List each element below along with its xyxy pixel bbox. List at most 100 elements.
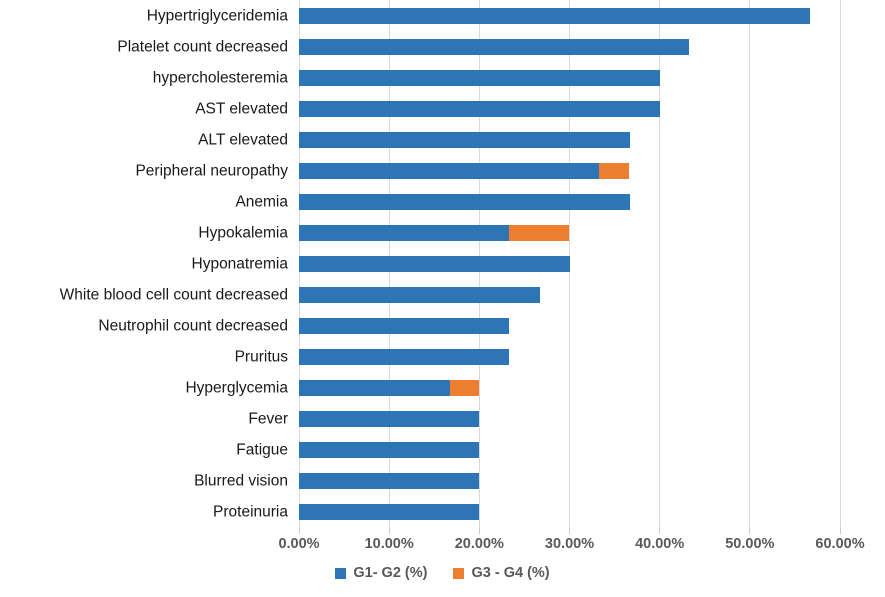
bar-track	[299, 379, 840, 396]
category-label: Peripheral neuropathy	[135, 161, 288, 179]
bar-track	[299, 348, 840, 365]
bar-row: Peripheral neuropathy	[0, 155, 885, 186]
x-axis-ticks	[298, 527, 841, 534]
axis-tick-label: 0.00%	[278, 536, 320, 552]
bar-segment-g1-g2	[299, 193, 630, 210]
bar-row: Neutrophil count decreased	[0, 310, 885, 341]
axis-tick	[839, 527, 841, 534]
category-label: Fatigue	[236, 440, 288, 458]
bar-segment-g1-g2	[299, 255, 570, 272]
category-label: Anemia	[235, 192, 288, 210]
category-label: Blurred vision	[194, 471, 288, 489]
axis-tick-label: 50.00%	[725, 536, 775, 552]
category-label: Neutrophil count decreased	[98, 316, 288, 334]
bar-segment-g1-g2	[299, 7, 811, 24]
bar-segment-g1-g2	[299, 286, 540, 303]
bar-row: Anemia	[0, 186, 885, 217]
bar-rows: Hypertriglyceridemia Platelet count decre…	[0, 0, 885, 527]
axis-tick	[749, 527, 751, 534]
bar-segment-g1-g2	[299, 131, 630, 148]
x-axis-labels: 0.00% 10.00% 20.00% 30.00% 40.00% 50.00% 60.00…	[278, 536, 864, 556]
bar-row: Fever	[0, 403, 885, 434]
legend-swatch-icon	[335, 567, 347, 579]
bar-segment-g1-g2	[299, 162, 600, 179]
bar-segment-g3-g4	[449, 379, 480, 396]
gridline	[749, 0, 751, 527]
bar-track	[299, 131, 840, 148]
category-label: Fever	[248, 409, 288, 427]
bar-segment-g1-g2	[299, 503, 480, 520]
category-label: Platelet count decreased	[117, 37, 288, 55]
category-label: Hypertriglyceridemia	[146, 6, 288, 24]
axis-tick-label: 60.00%	[815, 536, 865, 552]
bar-row: Blurred vision	[0, 465, 885, 496]
gridline	[569, 0, 570, 527]
bar-track	[299, 503, 840, 520]
bar-track	[299, 162, 840, 179]
bar-segment-g1-g2	[299, 379, 450, 396]
bar-row: Hypokalemia	[0, 217, 885, 248]
bar-segment-g1-g2	[299, 348, 510, 365]
legend-item: G3 - G4 (%)	[453, 565, 550, 581]
bar-track	[299, 472, 840, 489]
bar-track	[299, 286, 840, 303]
category-label: Proteinuria	[213, 502, 288, 520]
bar-segment-g1-g2	[299, 410, 480, 427]
category-label: Hypokalemia	[198, 223, 288, 241]
bar-track	[299, 441, 840, 458]
axis-tick	[298, 527, 300, 534]
bar-track	[299, 410, 840, 427]
bar-track	[299, 38, 840, 55]
bar-row: White blood cell count decreased	[0, 279, 885, 310]
bar-segment-g1-g2	[299, 69, 660, 86]
bar-track	[299, 255, 840, 272]
category-label: Pruritus	[234, 347, 288, 365]
bar-segment-g1-g2	[299, 224, 510, 241]
category-label: ALT elevated	[198, 130, 288, 148]
category-label: hypercholesteremia	[152, 68, 288, 86]
axis-tick	[569, 527, 570, 534]
bar-track	[299, 317, 840, 334]
bar-track	[299, 193, 840, 210]
bar-row: Hyperglycemia	[0, 372, 885, 403]
bar-track	[299, 100, 840, 117]
bar-row: Platelet count decreased	[0, 31, 885, 62]
axis-tick	[659, 527, 661, 534]
bar-row: hypercholesteremia	[0, 62, 885, 93]
legend-item: G1- G2 (%)	[335, 565, 427, 581]
bar-row: Hypertriglyceridemia	[0, 0, 885, 31]
bar-segment-g1-g2	[299, 472, 480, 489]
axis-tick	[478, 527, 480, 534]
axis-tick-label: 10.00%	[364, 536, 414, 552]
bar-track	[299, 7, 840, 24]
axis-tick-label: 30.00%	[544, 536, 595, 552]
bar-track	[299, 69, 840, 86]
bar-row: Pruritus	[0, 341, 885, 372]
legend-label: G1- G2 (%)	[353, 565, 428, 581]
bar-segment-g3-g4	[509, 224, 570, 241]
bar-segment-g1-g2	[299, 38, 690, 55]
category-label: AST elevated	[195, 99, 288, 117]
bar-row: ALT elevated	[0, 124, 885, 155]
bar-row: AST elevated	[0, 93, 885, 124]
bar-segment-g1-g2	[299, 441, 480, 458]
bar-track	[299, 224, 840, 241]
bar-row: Fatigue	[0, 434, 885, 465]
axis-tick-label: 20.00%	[454, 536, 504, 552]
chart-legend: G1- G2 (%) G3 - G4 (%)	[0, 565, 885, 581]
bar-row: Hyponatremia	[0, 248, 885, 279]
gridline	[839, 0, 841, 527]
legend-label: G3 - G4 (%)	[471, 565, 550, 581]
category-label: White blood cell count decreased	[59, 285, 288, 303]
gridline	[659, 0, 661, 527]
bar-row: Proteinuria	[0, 496, 885, 527]
axis-tick	[388, 527, 390, 534]
axis-tick-label: 40.00%	[635, 536, 685, 552]
category-label: Hyperglycemia	[185, 378, 288, 396]
category-label: Hyponatremia	[191, 254, 289, 272]
bar-segment-g3-g4	[599, 162, 629, 179]
bar-segment-g1-g2	[299, 100, 660, 117]
bar-segment-g1-g2	[299, 317, 510, 334]
legend-swatch-icon	[453, 567, 465, 579]
